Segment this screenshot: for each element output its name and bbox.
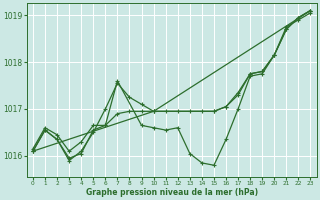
X-axis label: Graphe pression niveau de la mer (hPa): Graphe pression niveau de la mer (hPa) [86, 188, 258, 197]
